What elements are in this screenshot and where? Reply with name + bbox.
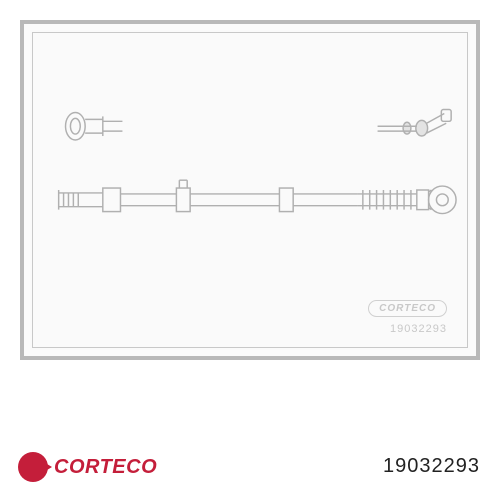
diagram-frame: CORTECO 19032293 bbox=[20, 20, 480, 360]
brand-name: CORTECO bbox=[54, 456, 157, 479]
brand-logo: CORTECO bbox=[18, 452, 157, 482]
inner-frame: CORTECO 19032293 bbox=[32, 32, 468, 348]
brand-icon bbox=[18, 452, 48, 482]
part-number: 19032293 bbox=[383, 455, 480, 478]
watermark-brand: CORTECO bbox=[368, 300, 447, 317]
watermark-number: 19032293 bbox=[390, 323, 447, 335]
